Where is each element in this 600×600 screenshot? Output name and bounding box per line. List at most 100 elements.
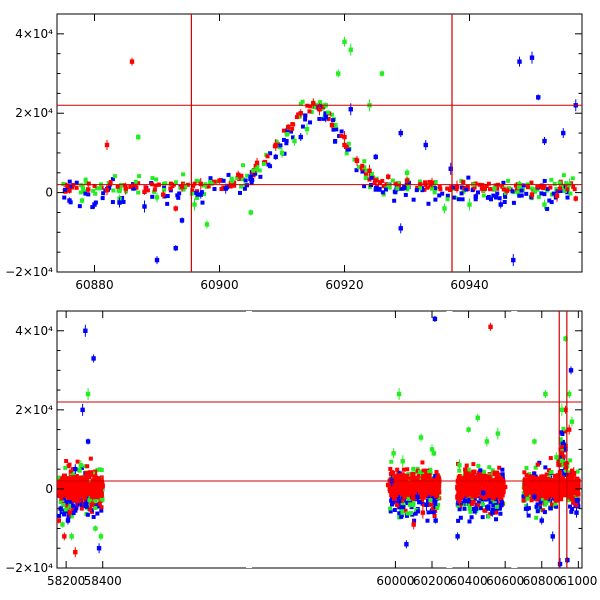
data-point-blue — [308, 120, 313, 125]
data-point-blue — [534, 504, 539, 509]
data-point-red — [212, 179, 217, 184]
data-point-blue — [346, 147, 351, 152]
data-point-red — [498, 483, 504, 489]
data-point-red — [70, 486, 76, 492]
x-tick-label: 60920 — [325, 278, 363, 292]
data-point-blue — [62, 496, 67, 501]
data-point-red — [558, 186, 563, 191]
data-point-red — [65, 183, 70, 188]
data-point-red — [430, 507, 435, 512]
data-point-red — [65, 504, 70, 509]
data-point-green — [342, 39, 347, 44]
data-point-blue — [557, 561, 563, 567]
data-point-green — [99, 496, 104, 501]
data-point-red — [427, 483, 433, 489]
data-point-red — [123, 186, 128, 191]
data-point-green — [69, 534, 74, 539]
data-point-blue — [524, 506, 530, 511]
data-point-red — [572, 485, 578, 491]
data-point-blue — [472, 496, 477, 501]
data-point-blue — [486, 194, 491, 199]
data-point-green — [379, 71, 385, 76]
data-point-red — [402, 487, 408, 493]
data-point-red — [402, 494, 407, 500]
data-point-red — [168, 186, 173, 191]
data-point-green — [481, 193, 486, 198]
data-point-red — [396, 183, 401, 188]
data-point-red — [535, 497, 540, 502]
data-point-blue — [574, 510, 579, 515]
data-point-green — [333, 123, 338, 128]
data-point-blue — [411, 197, 416, 202]
data-point-blue — [249, 181, 254, 186]
data-point-red — [522, 470, 527, 475]
data-point-blue — [177, 191, 182, 196]
data-point-red — [560, 481, 566, 487]
data-point-blue — [96, 504, 101, 509]
data-point-blue — [558, 189, 563, 194]
data-point-green — [67, 505, 72, 510]
data-point-green — [542, 202, 547, 207]
data-point-blue — [250, 178, 255, 183]
data-point-red — [404, 178, 410, 183]
data-point-green — [79, 198, 85, 203]
data-point-blue — [456, 197, 461, 202]
data-point-blue — [337, 134, 342, 139]
data-point-blue — [404, 513, 409, 518]
x-tick-label: 58400 — [84, 574, 122, 588]
data-point-red — [429, 180, 435, 185]
data-point-green — [568, 191, 573, 196]
data-point-green — [407, 502, 413, 507]
data-point-blue — [535, 502, 540, 507]
data-point-red — [486, 181, 491, 186]
data-point-red — [70, 491, 76, 497]
data-point-red — [86, 187, 91, 192]
data-point-green — [399, 507, 404, 512]
data-point-green — [418, 435, 424, 440]
data-point-red — [87, 485, 93, 491]
data-point-red — [411, 477, 417, 483]
data-point-red — [68, 469, 73, 474]
data-point-red — [294, 115, 299, 120]
data-point-blue — [563, 447, 568, 452]
data-point-green — [363, 176, 368, 181]
data-point-red — [461, 476, 467, 482]
data-point-blue — [74, 180, 79, 185]
data-point-red — [488, 324, 493, 330]
data-point-green — [561, 173, 566, 178]
x-tick-label: 61000 — [559, 574, 597, 588]
data-point-red — [565, 483, 571, 489]
data-point-blue — [107, 185, 112, 190]
x-tick-label: 58200 — [47, 574, 85, 588]
data-point-red — [239, 173, 244, 178]
data-point-blue — [499, 502, 504, 507]
data-point-blue — [459, 191, 464, 196]
data-point-red — [427, 179, 432, 184]
data-point-blue — [323, 115, 328, 120]
data-point-red — [232, 183, 237, 188]
data-point-red — [65, 487, 71, 493]
data-point-green — [85, 391, 91, 397]
data-point-red — [129, 184, 134, 189]
data-point-red — [456, 475, 461, 480]
data-point-green — [405, 187, 410, 192]
data-point-blue — [451, 185, 456, 190]
data-point-red — [490, 495, 496, 501]
data-point-blue — [498, 511, 503, 516]
data-point-green — [364, 168, 369, 173]
data-point-green — [495, 431, 501, 436]
data-point-red — [421, 474, 427, 480]
data-point-red — [99, 505, 104, 510]
data-point-blue — [536, 95, 541, 100]
data-point-blue — [142, 204, 147, 209]
data-point-green — [300, 99, 305, 104]
data-point-green — [88, 500, 93, 505]
data-point-blue — [542, 138, 547, 144]
data-point-red — [502, 484, 508, 490]
data-point-red — [422, 491, 428, 497]
data-point-green — [197, 179, 202, 184]
data-point-blue — [179, 218, 185, 223]
data-point-red — [559, 477, 565, 483]
data-point-green — [533, 465, 538, 470]
